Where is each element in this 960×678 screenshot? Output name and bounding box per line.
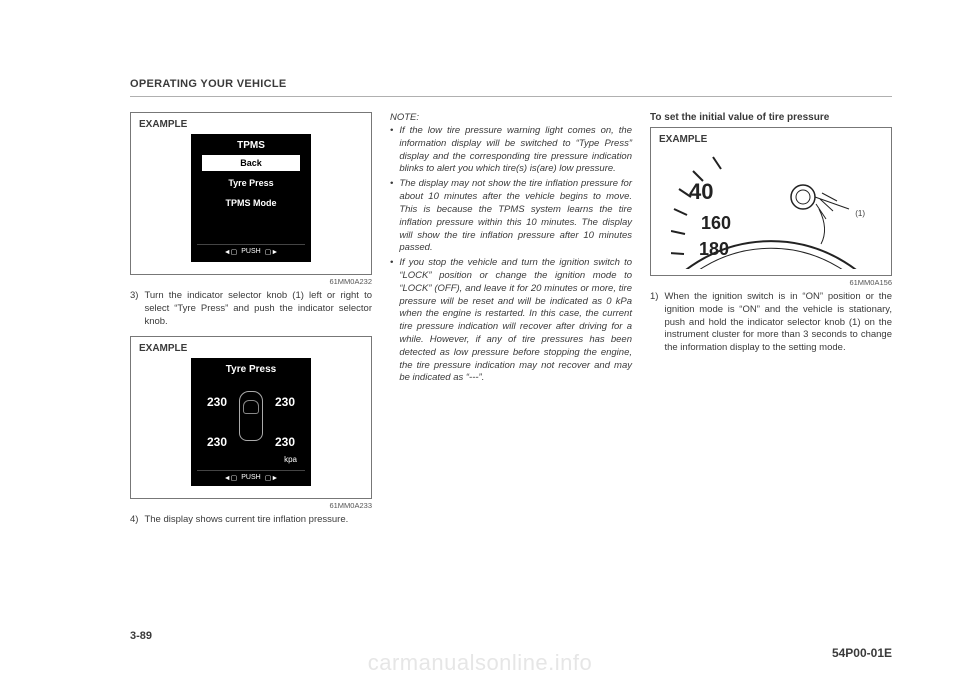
watermark: carmanualsonline.info (0, 650, 960, 676)
car-diagram: 230 230 230 230 (201, 381, 301, 453)
nav-row-2: ◄▢ PUSH ▢► (197, 470, 305, 482)
pressure-front-left: 230 (207, 395, 227, 409)
step-3-text: Turn the indicator selector knob (1) lef… (144, 290, 372, 328)
subheading: To set the initial value of tire pressur… (650, 112, 892, 123)
step-1-num: 1) (650, 291, 658, 355)
nav-right-icon-2: ▢► (265, 474, 279, 482)
tyre-press-screen: Tyre Press 230 230 230 230 kpa ◄▢ PUSH ▢… (191, 358, 311, 486)
tpms-menu-title: TPMS (237, 140, 265, 151)
figure-3-id: 61MM0A156 (650, 278, 892, 287)
figure-1-box: EXAMPLE TPMS Back Tyre Press TPMS Mode ◄… (130, 112, 372, 275)
car-icon (239, 391, 263, 441)
nav-left-icon-2: ◄▢ (224, 474, 238, 482)
note-3-text: If you stop the vehicle and turn the ign… (399, 257, 632, 385)
column-2: NOTE: • If the low tire pressure warning… (390, 112, 632, 618)
figure-3-label: EXAMPLE (659, 134, 883, 145)
speedometer-diagram: 40 160 180 (671, 149, 871, 269)
note-3: • If you stop the vehicle and turn the i… (390, 257, 632, 385)
note-heading: NOTE: (390, 112, 632, 123)
figure-2-label: EXAMPLE (139, 343, 363, 354)
note-1: • If the low tire pressure warning light… (390, 125, 632, 176)
header-rule (130, 96, 892, 97)
step-4: 4) The display shows current tire inflat… (130, 514, 372, 527)
columns: EXAMPLE TPMS Back Tyre Press TPMS Mode ◄… (130, 112, 892, 618)
step-4-text: The display shows current tire inflation… (144, 514, 372, 527)
pressure-unit: kpa (284, 455, 297, 464)
step-3: 3) Turn the indicator selector knob (1) … (130, 290, 372, 328)
menu-item-back: Back (202, 155, 299, 171)
menu-item-tpms-mode: TPMS Mode (202, 195, 299, 211)
tpms-menu-screen: TPMS Back Tyre Press TPMS Mode ◄▢ PUSH ▢… (191, 134, 311, 262)
nav-push-label: PUSH (241, 248, 260, 256)
menu-item-tyre-press: Tyre Press (202, 175, 299, 191)
figure-3-box: EXAMPLE (650, 127, 892, 276)
spacer (130, 328, 372, 336)
step-4-num: 4) (130, 514, 138, 527)
pressure-rear-right: 230 (275, 435, 295, 449)
bullet-3: • (390, 257, 393, 385)
page-number: 3-89 (130, 630, 152, 642)
note-2: • The display may not show the tire infl… (390, 178, 632, 255)
column-1: EXAMPLE TPMS Back Tyre Press TPMS Mode ◄… (130, 112, 372, 618)
nav-left-icon: ◄▢ (224, 248, 238, 256)
tyre-press-title: Tyre Press (226, 364, 276, 375)
svg-text:40: 40 (689, 179, 713, 204)
bullet-2: • (390, 178, 393, 255)
svg-text:160: 160 (701, 213, 731, 233)
figure-2-id: 61MM0A233 (130, 501, 372, 510)
figure-1-label: EXAMPLE (139, 119, 363, 130)
document-code: 54P00-01E (832, 646, 892, 660)
step-1-text: When the ignition switch is in “ON” posi… (664, 291, 892, 355)
note-1-text: If the low tire pressure warning light c… (399, 125, 632, 176)
nav-row: ◄▢ PUSH ▢► (197, 244, 305, 256)
step-3-num: 3) (130, 290, 138, 328)
page: OPERATING YOUR VEHICLE EXAMPLE TPMS Back… (0, 0, 960, 678)
column-3: To set the initial value of tire pressur… (650, 112, 892, 618)
speedometer-svg: 40 160 180 (671, 149, 871, 269)
nav-push-label-2: PUSH (241, 474, 260, 482)
pressure-rear-left: 230 (207, 435, 227, 449)
nav-right-icon: ▢► (265, 248, 279, 256)
svg-text:180: 180 (699, 239, 729, 259)
figure-1-id: 61MM0A232 (130, 277, 372, 286)
section-header: OPERATING YOUR VEHICLE (130, 78, 892, 90)
callout-1: (1) (855, 209, 865, 218)
figure-2-box: EXAMPLE Tyre Press 230 230 230 230 kpa ◄… (130, 336, 372, 499)
step-1: 1) When the ignition switch is in “ON” p… (650, 291, 892, 355)
pressure-front-right: 230 (275, 395, 295, 409)
note-2-text: The display may not show the tire inflat… (399, 178, 632, 255)
bullet-1: • (390, 125, 393, 176)
